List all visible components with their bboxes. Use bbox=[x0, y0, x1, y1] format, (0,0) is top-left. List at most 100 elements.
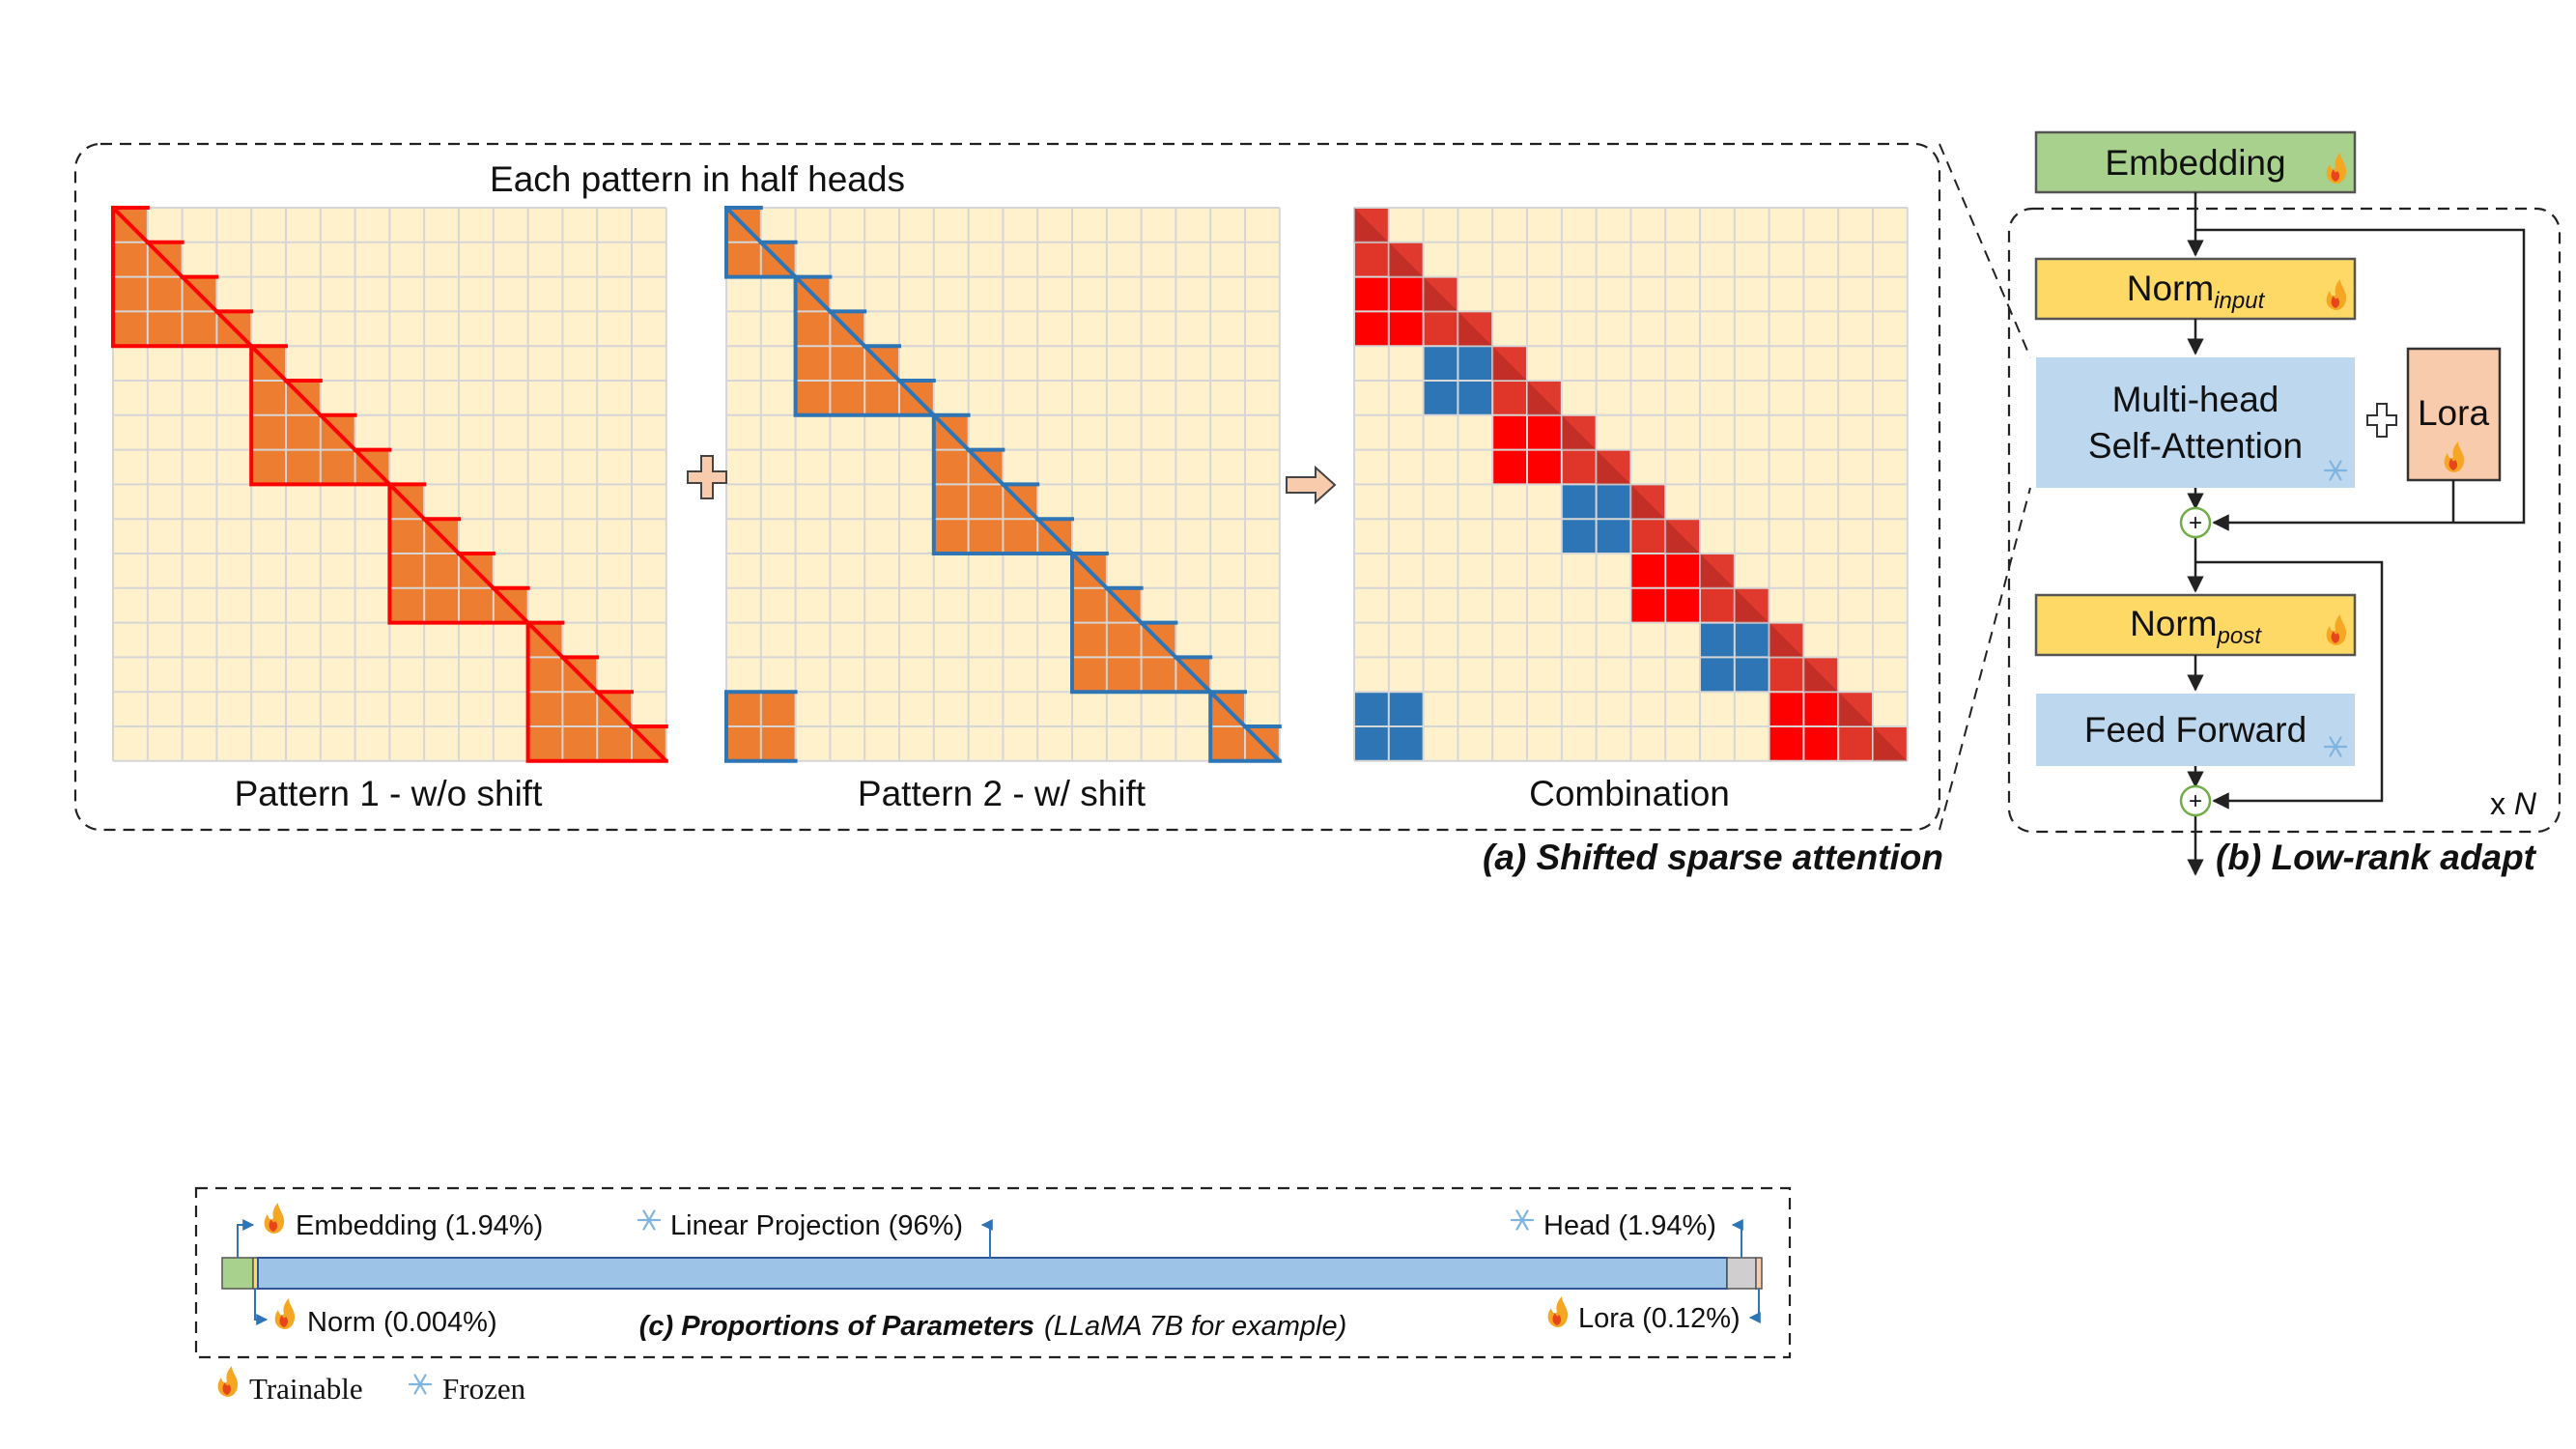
embedding-label: Embedding bbox=[2105, 143, 2285, 183]
attention-cell bbox=[1423, 381, 1458, 415]
attention-cell bbox=[933, 449, 969, 485]
bar-head-segment bbox=[1726, 1257, 1757, 1290]
diagonal-overlap-tint bbox=[1734, 587, 1769, 623]
panel-c-caption: (c) Proportions of Parameters (LLaMA 7B f… bbox=[639, 1311, 1347, 1342]
attention-cell bbox=[1423, 346, 1458, 381]
attention-cell bbox=[1210, 726, 1245, 761]
feed-forward-box bbox=[2036, 694, 2355, 766]
attention-cell bbox=[1596, 449, 1631, 485]
attention-cell bbox=[424, 587, 459, 623]
attention-cell bbox=[1388, 311, 1424, 347]
attention-cell bbox=[1630, 587, 1666, 623]
norm-input-box bbox=[2034, 257, 2357, 321]
norm-input-subscript: input bbox=[2214, 288, 2265, 314]
residual-add-2-sign: + bbox=[2189, 788, 2202, 814]
attention-cell bbox=[459, 587, 494, 623]
attention-cell bbox=[251, 414, 286, 450]
plus-icon bbox=[687, 455, 727, 499]
attention-cell bbox=[1106, 622, 1142, 658]
block-outline bbox=[111, 206, 668, 763]
linear-param-snowflake-icon bbox=[637, 1209, 662, 1231]
attention-cell bbox=[182, 311, 217, 347]
attention-cell bbox=[1561, 449, 1597, 485]
diagonal-overlap-tint bbox=[1561, 414, 1597, 450]
diagonal-overlap-tint bbox=[1630, 484, 1666, 520]
lora-plus-icon bbox=[2366, 403, 2397, 438]
parameter-proportion-bar bbox=[221, 1257, 1763, 1290]
diagonal-overlap-tint bbox=[1665, 519, 1700, 554]
attention-cell bbox=[795, 311, 831, 347]
attention-cell bbox=[527, 692, 563, 726]
lora-param-flame-icon bbox=[1547, 1296, 1569, 1327]
block-outline bbox=[724, 206, 1282, 763]
attention-cell bbox=[562, 692, 598, 726]
zoom-connector-top bbox=[1939, 143, 2031, 358]
residual-add-1-sign: + bbox=[2189, 510, 2202, 536]
attention-cell bbox=[968, 484, 1004, 520]
attention-cell bbox=[1838, 692, 1873, 726]
attention-cell bbox=[1072, 622, 1107, 658]
legend-trainable-flame-icon bbox=[217, 1366, 239, 1397]
attention-cell bbox=[1769, 657, 1804, 693]
attention-cell bbox=[113, 311, 148, 347]
panel-a-frame bbox=[73, 142, 1941, 832]
attention-cell bbox=[864, 381, 899, 415]
attention-cell bbox=[795, 346, 831, 381]
attention-cell bbox=[1734, 587, 1769, 623]
pattern1-grid bbox=[111, 206, 668, 763]
attention-cell bbox=[1354, 692, 1389, 726]
attention-cell bbox=[562, 726, 598, 761]
attention-cell bbox=[1458, 381, 1493, 415]
attention-cell bbox=[1803, 726, 1839, 761]
attention-cell bbox=[1141, 657, 1176, 693]
attention-label-line1: Multi-head bbox=[2112, 380, 2279, 419]
diagonal-overlap-tint bbox=[1423, 276, 1458, 312]
attention-cell bbox=[1354, 726, 1389, 761]
attention-cell bbox=[968, 519, 1004, 554]
attention-cell bbox=[147, 276, 183, 312]
attention-cell bbox=[1354, 311, 1389, 347]
embedding-param-label: Embedding (1.94%) bbox=[296, 1210, 543, 1241]
attention-cell bbox=[597, 726, 632, 761]
attention-cell bbox=[1665, 519, 1700, 554]
diagonal-overlap-tint bbox=[1527, 381, 1562, 415]
attention-cell bbox=[1803, 692, 1839, 726]
attention-cell bbox=[1665, 554, 1700, 588]
attention-cell bbox=[1700, 657, 1735, 693]
causal-diagonal bbox=[111, 206, 668, 763]
pattern2-grid bbox=[724, 206, 1282, 763]
attention-cell bbox=[1630, 484, 1666, 520]
norm-post-box bbox=[2034, 593, 2357, 657]
attention-cell bbox=[389, 519, 425, 554]
attention-cell bbox=[113, 242, 148, 277]
attention-cell bbox=[726, 692, 761, 726]
attention-cell bbox=[1388, 692, 1424, 726]
attention-cell bbox=[1700, 587, 1735, 623]
legend-trainable-label: Trainable bbox=[249, 1372, 363, 1406]
panel-c-frame bbox=[194, 1186, 1792, 1359]
attention-cell bbox=[251, 449, 286, 485]
right-arrow-icon bbox=[1286, 465, 1337, 505]
panel-c-caption-normal: (LLaMA 7B for example) bbox=[1044, 1311, 1346, 1342]
attention-cell bbox=[1388, 276, 1424, 312]
repeat-count-n: N bbox=[2514, 786, 2537, 821]
panel-a-title: Each pattern in half heads bbox=[490, 159, 905, 199]
attention-cell bbox=[1354, 242, 1389, 277]
residual-add-1-icon bbox=[2179, 506, 2212, 539]
attention-cell bbox=[1492, 414, 1527, 450]
pattern1-label: Pattern 1 - w/o shift bbox=[235, 774, 543, 813]
attention-cell bbox=[830, 381, 865, 415]
attention-cell bbox=[389, 587, 425, 623]
norm-param-flame-icon bbox=[274, 1298, 296, 1329]
attention-cell bbox=[1388, 242, 1424, 277]
attention-cell bbox=[113, 276, 148, 312]
attention-cell bbox=[1665, 587, 1700, 623]
attention-cell bbox=[1458, 311, 1493, 347]
attention-cell bbox=[527, 726, 563, 761]
attention-cell bbox=[147, 311, 183, 347]
attention-cell bbox=[795, 381, 831, 415]
attention-cell bbox=[1769, 726, 1804, 761]
attention-cell bbox=[286, 414, 321, 450]
attention-label-line2: Self-Attention bbox=[2088, 426, 2303, 466]
